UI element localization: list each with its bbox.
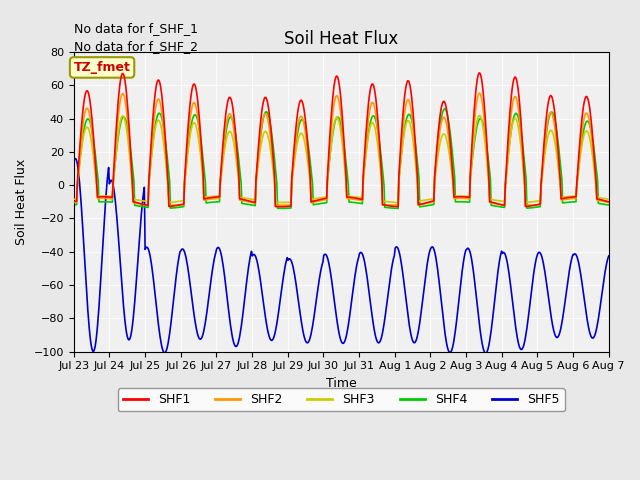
X-axis label: Time: Time	[326, 377, 356, 390]
Title: Soil Heat Flux: Soil Heat Flux	[284, 30, 398, 48]
Text: No data for f_SHF_2: No data for f_SHF_2	[74, 40, 198, 53]
Y-axis label: Soil Heat Flux: Soil Heat Flux	[15, 158, 28, 245]
Legend: SHF1, SHF2, SHF3, SHF4, SHF5: SHF1, SHF2, SHF3, SHF4, SHF5	[118, 388, 564, 411]
Text: TZ_fmet: TZ_fmet	[74, 61, 131, 74]
Text: No data for f_SHF_1: No data for f_SHF_1	[74, 22, 198, 35]
